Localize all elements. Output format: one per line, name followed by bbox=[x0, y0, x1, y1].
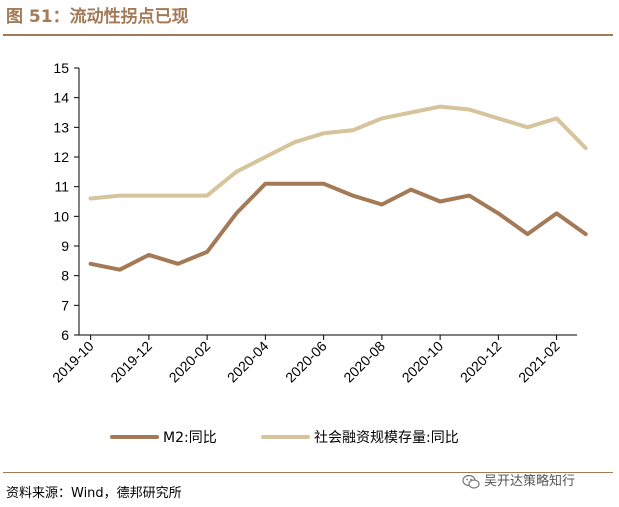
watermark: 吴开达策略知行 bbox=[462, 471, 575, 493]
watermark-text: 吴开达策略知行 bbox=[484, 474, 576, 489]
x-tick-label: 2019-12 bbox=[107, 338, 155, 386]
title-divider bbox=[3, 34, 613, 36]
y-tick-label: 13 bbox=[53, 119, 69, 135]
footer-divider bbox=[3, 472, 613, 473]
y-tick-label: 11 bbox=[54, 179, 69, 195]
y-tick-label: 10 bbox=[53, 208, 69, 224]
y-tick-label: 12 bbox=[53, 149, 69, 165]
y-tick-label: 15 bbox=[53, 60, 69, 76]
x-tick-label: 2019-10 bbox=[49, 338, 97, 386]
y-tick-label: 7 bbox=[61, 297, 69, 313]
x-tick-label: 2021-02 bbox=[515, 338, 563, 386]
x-tick-label: 2020-06 bbox=[282, 338, 330, 386]
y-tick-label: 8 bbox=[61, 268, 69, 284]
y-tick-label: 6 bbox=[61, 327, 69, 343]
series-line-1 bbox=[88, 181, 588, 272]
x-tick-label: 2020-02 bbox=[166, 338, 214, 386]
chart-series bbox=[88, 104, 588, 272]
x-tick-label: 2020-10 bbox=[399, 338, 447, 386]
wechat-icon bbox=[462, 474, 480, 489]
series-line-2 bbox=[88, 104, 588, 201]
x-tick-label: 2020-08 bbox=[340, 338, 388, 386]
legend-label-2: 社会融资规模存量:同比 bbox=[314, 430, 459, 446]
chart-title: 图 51：流动性拐点已现 bbox=[6, 7, 189, 27]
x-tick-label: 2020-04 bbox=[224, 338, 272, 386]
y-tick-label: 14 bbox=[53, 90, 69, 106]
x-tick-label: 2020-12 bbox=[457, 338, 505, 386]
source-note: 资料来源：Wind，德邦研究所 bbox=[6, 486, 182, 501]
y-tick-label: 9 bbox=[61, 238, 69, 254]
chart-legend: M2:同比 社会融资规模存量:同比 bbox=[110, 430, 459, 446]
legend-label-1: M2:同比 bbox=[163, 430, 217, 446]
